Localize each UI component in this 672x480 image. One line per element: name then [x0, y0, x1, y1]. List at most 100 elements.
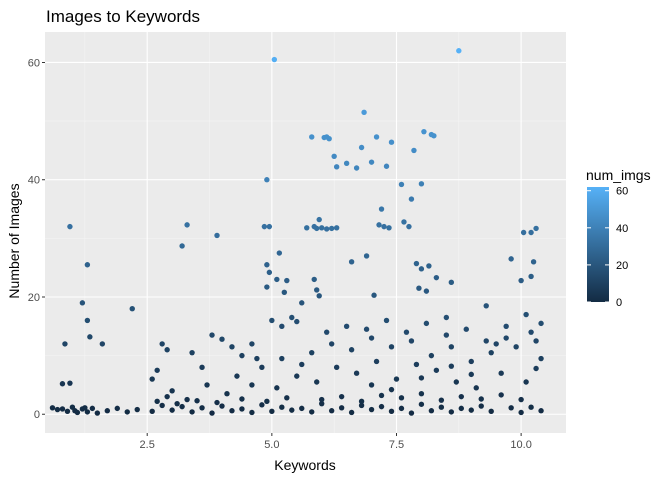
- data-point: [528, 273, 534, 280]
- data-point: [353, 370, 360, 376]
- data-point: [239, 352, 245, 359]
- data-point: [194, 398, 200, 404]
- data-point: [448, 344, 455, 350]
- data-point: [281, 289, 288, 295]
- data-point: [458, 393, 465, 400]
- data-point: [114, 405, 120, 412]
- data-point: [358, 144, 365, 151]
- data-point: [463, 326, 469, 332]
- data-point: [59, 381, 66, 387]
- data-point: [508, 256, 514, 262]
- data-point: [503, 335, 509, 341]
- legend-tick-label: 0: [616, 297, 622, 309]
- data-point: [528, 329, 534, 335]
- data-point: [368, 335, 375, 341]
- data-point: [418, 375, 425, 381]
- data-point: [269, 317, 275, 324]
- data-point: [453, 379, 460, 385]
- data-point: [299, 300, 305, 306]
- y-axis-label: Number of Images: [6, 183, 22, 298]
- data-point: [383, 317, 390, 324]
- data-point: [304, 225, 310, 231]
- data-point: [294, 373, 300, 379]
- data-point: [388, 386, 395, 393]
- data-point: [64, 408, 71, 415]
- data-point: [363, 253, 370, 259]
- data-point: [378, 403, 385, 410]
- data-point: [523, 379, 529, 385]
- data-point: [368, 406, 375, 413]
- data-point: [84, 409, 91, 415]
- data-point: [518, 396, 524, 403]
- data-point: [518, 409, 524, 416]
- data-point: [438, 404, 445, 410]
- data-point: [376, 222, 382, 228]
- data-point: [331, 153, 337, 159]
- data-point: [299, 405, 305, 412]
- data-point: [266, 223, 273, 230]
- data-point: [483, 303, 489, 309]
- data-point: [79, 300, 86, 306]
- data-point: [398, 405, 405, 412]
- data-point: [284, 395, 290, 401]
- data-point: [448, 279, 455, 286]
- data-point: [249, 341, 255, 347]
- data-point: [533, 225, 539, 232]
- data-point: [533, 365, 539, 372]
- data-point: [533, 338, 539, 344]
- data-point: [528, 404, 534, 410]
- x-tick-label: 5.0: [264, 439, 279, 451]
- data-point: [478, 396, 484, 402]
- data-point: [478, 403, 484, 409]
- chart-title: Images to Keywords: [46, 7, 200, 26]
- x-tick-label: 10.0: [510, 439, 531, 451]
- data-point: [199, 405, 205, 411]
- data-point: [239, 396, 245, 402]
- data-point: [159, 402, 165, 409]
- data-point: [468, 358, 474, 365]
- data-point: [316, 216, 322, 223]
- data-point: [428, 352, 435, 359]
- data-point: [264, 262, 270, 268]
- data-point: [62, 341, 68, 347]
- data-point: [406, 223, 412, 230]
- data-point: [503, 323, 509, 330]
- data-point: [87, 334, 93, 340]
- x-tick-label: 7.5: [389, 439, 404, 451]
- data-point: [309, 409, 315, 415]
- data-point: [104, 408, 111, 414]
- data-point: [189, 349, 195, 356]
- data-point: [82, 405, 88, 411]
- data-point: [538, 320, 544, 327]
- data-point: [371, 292, 377, 298]
- data-point: [169, 388, 175, 394]
- data-point: [538, 408, 544, 414]
- data-point: [184, 222, 190, 228]
- data-point: [174, 400, 180, 407]
- data-point: [49, 405, 56, 411]
- data-point: [214, 399, 220, 406]
- data-point: [408, 338, 415, 344]
- legend-ticks: 0 20 40 60: [587, 186, 628, 309]
- data-point: [179, 243, 185, 249]
- data-point: [249, 382, 255, 388]
- data-point: [358, 398, 365, 405]
- data-point: [239, 406, 245, 412]
- data-point: [398, 395, 405, 401]
- data-point: [264, 398, 270, 405]
- data-point: [408, 196, 415, 202]
- data-point: [456, 48, 462, 54]
- data-point: [54, 406, 61, 413]
- data-point: [134, 406, 140, 413]
- data-point: [219, 336, 225, 342]
- x-tick-label: 2.5: [140, 439, 155, 451]
- data-point: [353, 165, 360, 171]
- data-point: [378, 206, 385, 212]
- data-point: [259, 402, 265, 408]
- data-point: [333, 364, 340, 371]
- data-point: [381, 223, 387, 230]
- data-point: [363, 326, 370, 332]
- data-point: [328, 225, 335, 232]
- data-point: [368, 159, 375, 165]
- data-point: [338, 405, 345, 411]
